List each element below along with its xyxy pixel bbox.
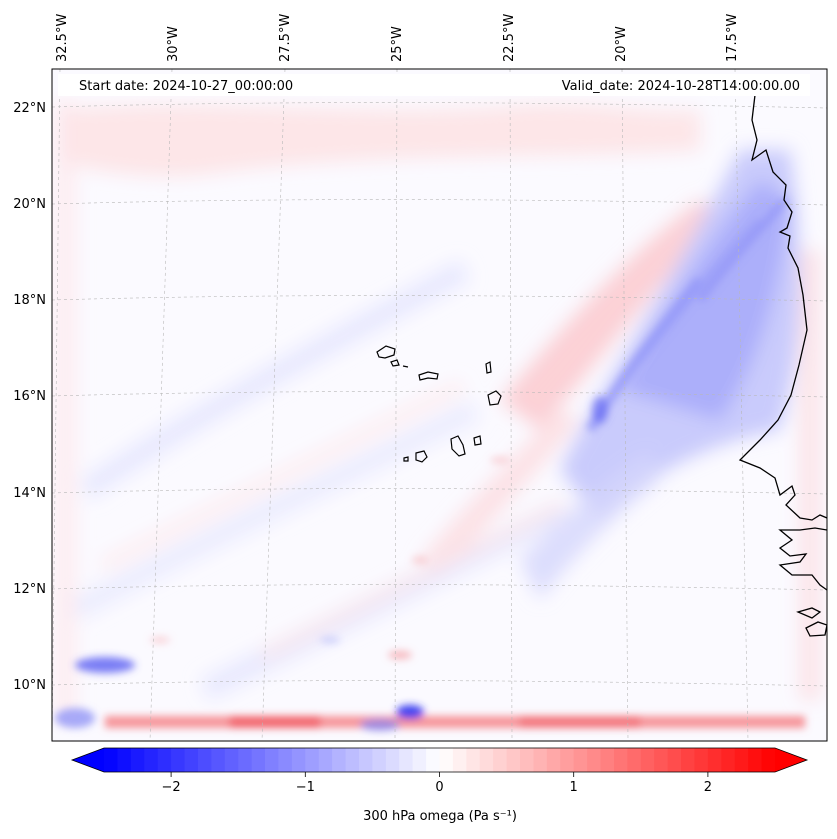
colorbar-step <box>452 748 467 772</box>
island-santa-luzia <box>402 365 409 368</box>
lon-label-22-5w: 22.5°W <box>502 14 517 62</box>
colorbar-step <box>130 748 145 772</box>
colorbar-label: 300 hPa omega (Pa s⁻¹) <box>363 809 517 824</box>
colorbar-step <box>587 748 602 772</box>
colorbar-step <box>466 748 481 772</box>
colorbar-step <box>345 748 360 772</box>
colorbar-step <box>667 748 682 772</box>
lon-label-20w: 20°W <box>614 26 629 62</box>
colorbar-step <box>211 748 226 772</box>
colorbar-step <box>707 748 722 772</box>
colorbar-step <box>305 748 320 772</box>
lon-label-17-5w: 17.5°W <box>725 14 740 62</box>
colorbar-step <box>694 748 709 772</box>
colorbar-step <box>654 748 669 772</box>
west-africa-coastline <box>738 94 827 637</box>
island-sal <box>485 361 492 374</box>
colorbar-steps <box>104 748 776 772</box>
colorbar-step <box>358 748 373 772</box>
colorbar-outline <box>70 747 809 773</box>
colorbar-step <box>184 748 199 772</box>
colorbar-step <box>144 748 159 772</box>
start-date-label: Start date: 2024-10-27_00:00:00 <box>79 79 293 94</box>
colorbar-step <box>332 748 347 772</box>
island-brava <box>403 456 409 462</box>
colorbar-step <box>224 748 239 772</box>
lat-label-10n: 10°N <box>13 678 46 693</box>
colorbar-step <box>560 748 575 772</box>
colorbar-extend-low <box>72 748 104 772</box>
island-sao-vicente <box>390 359 400 367</box>
lat-label-20n: 20°N <box>13 197 46 212</box>
colorbar-step <box>613 748 628 772</box>
longitude-labels: 32.5°W 30°W 27.5°W 25°W 22.5°W 20°W 17.5… <box>55 14 740 62</box>
lon-label-32-5w: 32.5°W <box>55 14 70 62</box>
island-santo-antao <box>376 345 396 359</box>
map-frame <box>51 68 828 742</box>
colorbar-tick-label: −1 <box>296 780 315 795</box>
valid-date-label: Valid_date: 2024-10-28T14:00:00.00 <box>562 79 800 94</box>
colorbar-step <box>748 748 763 772</box>
lat-label-16n: 16°N <box>13 389 46 404</box>
map-panel <box>52 69 827 741</box>
colorbar-step <box>251 748 266 772</box>
colorbar-step <box>573 748 588 772</box>
colorbar-step <box>399 748 414 772</box>
graticule <box>52 69 827 741</box>
colorbar-step <box>493 748 508 772</box>
colorbar-step <box>479 748 494 772</box>
colorbar-step <box>318 748 333 772</box>
lat-label-18n: 18°N <box>13 293 46 308</box>
cape-verde-islands <box>376 345 502 463</box>
colorbar-ticks: −2 −1 0 1 2 <box>162 772 712 795</box>
colorbar: −2 −1 0 1 2 300 hPa omega (Pa s⁻¹) <box>70 747 809 824</box>
colorbar-tick-label: 2 <box>704 780 712 795</box>
colorbar-step <box>640 748 655 772</box>
island-fogo <box>415 450 428 463</box>
lon-label-30w: 30°W <box>166 26 181 62</box>
colorbar-step <box>412 748 427 772</box>
island-santiago <box>450 435 466 457</box>
lat-label-14n: 14°N <box>13 486 46 501</box>
lon-label-25w: 25°W <box>390 26 405 62</box>
colorbar-extend-high <box>775 748 807 772</box>
colorbar-step <box>761 748 776 772</box>
colorbar-step <box>520 748 534 772</box>
colorbar-step <box>278 748 293 772</box>
lat-label-22n: 22°N <box>13 101 46 116</box>
colorbar-step <box>506 748 521 772</box>
omega-field-details <box>55 197 805 731</box>
colorbar-step <box>600 748 615 772</box>
colorbar-step <box>721 748 736 772</box>
colorbar-step <box>171 748 186 772</box>
colorbar-tick-label: 0 <box>435 780 443 795</box>
colorbar-step <box>439 748 454 772</box>
island-sao-nicolau <box>418 371 439 381</box>
lon-label-27-5w: 27.5°W <box>278 14 293 62</box>
colorbar-step <box>385 748 400 772</box>
colorbar-tick-label: 1 <box>570 780 578 795</box>
colorbar-step <box>265 748 279 772</box>
colorbar-step <box>372 748 387 772</box>
colorbar-step <box>291 748 306 772</box>
colorbar-step <box>734 748 749 772</box>
island-maio <box>473 435 482 446</box>
colorbar-step <box>426 748 440 772</box>
lat-label-12n: 12°N <box>13 582 46 597</box>
colorbar-step <box>681 748 695 772</box>
colorbar-step <box>533 748 548 772</box>
date-header-bar <box>58 74 810 96</box>
colorbar-step <box>627 748 642 772</box>
colorbar-step <box>546 748 561 772</box>
colorbar-tick-label: −2 <box>162 780 181 795</box>
omega-field-contours <box>55 100 820 720</box>
colorbar-step <box>197 748 212 772</box>
colorbar-step <box>157 748 172 772</box>
latitude-labels: 22°N 20°N 18°N 16°N 14°N 12°N 10°N <box>13 101 46 693</box>
colorbar-step <box>104 748 118 772</box>
colorbar-step <box>117 748 132 772</box>
colorbar-step <box>238 748 253 772</box>
island-boa-vista <box>487 390 502 406</box>
